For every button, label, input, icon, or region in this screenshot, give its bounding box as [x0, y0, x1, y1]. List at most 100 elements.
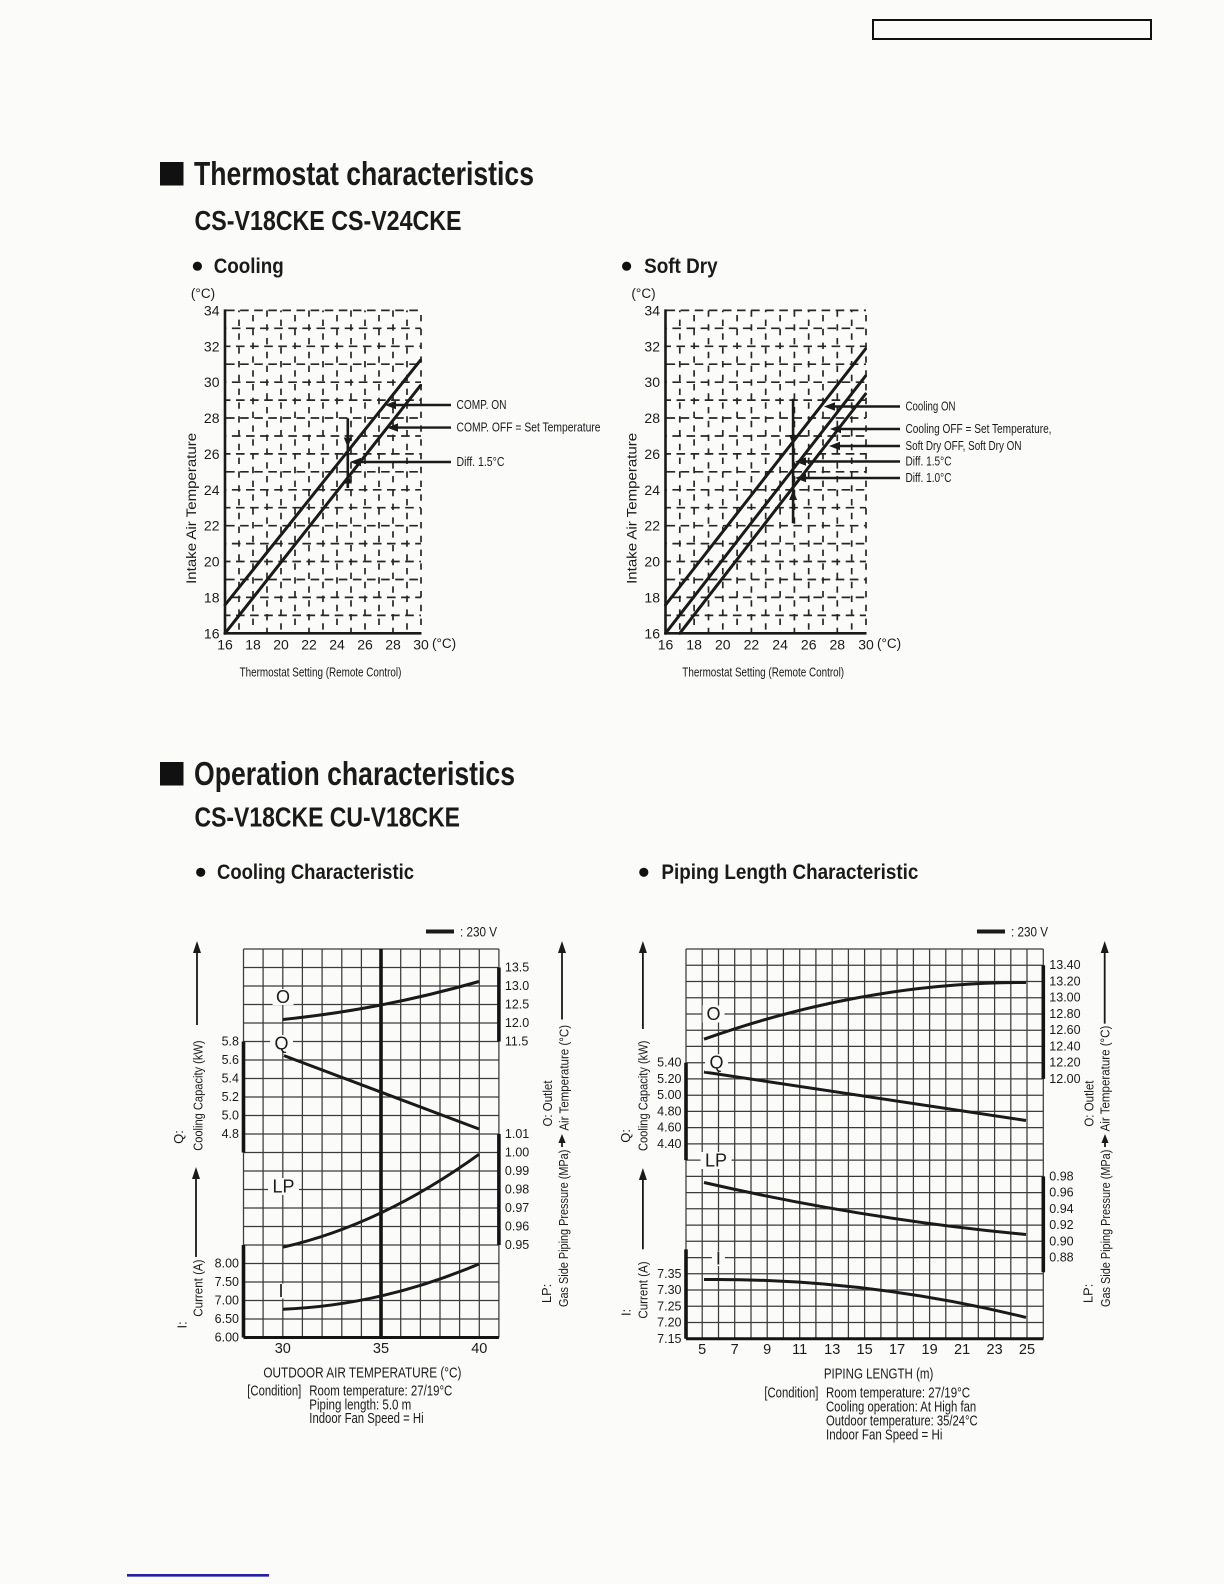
svg-text:13.5: 13.5 [505, 961, 529, 975]
svg-text:22: 22 [301, 637, 317, 653]
svg-text:Diff. 1.5°C: Diff. 1.5°C [457, 455, 505, 469]
svg-text:(°C): (°C) [432, 636, 456, 651]
svg-text:Diff. 1.0°C: Diff. 1.0°C [906, 471, 952, 485]
svg-text:[Condition]: [Condition] [247, 1383, 301, 1399]
svg-text:: 230 V: : 230 V [1011, 925, 1048, 940]
svg-text:Current (A): Current (A) [191, 1260, 206, 1317]
svg-text:11.5: 11.5 [505, 1035, 528, 1049]
svg-text:0.99: 0.99 [505, 1164, 529, 1178]
svg-text:25: 25 [1019, 1342, 1035, 1358]
svg-text:9: 9 [763, 1342, 771, 1358]
svg-text:16: 16 [644, 625, 660, 641]
svg-text:Air Temperature (°C): Air Temperature (°C) [1098, 1026, 1113, 1132]
svg-text:18: 18 [686, 637, 702, 653]
svg-text:26: 26 [357, 637, 373, 653]
svg-text:7: 7 [731, 1342, 739, 1358]
svg-text:24: 24 [772, 637, 788, 653]
svg-text:6.50: 6.50 [215, 1312, 239, 1326]
svg-text:Piping Length Characteristic: Piping Length Characteristic [661, 860, 918, 884]
svg-text:4.80: 4.80 [657, 1104, 681, 1118]
svg-text:35: 35 [373, 1341, 389, 1357]
svg-text:12.60: 12.60 [1049, 1023, 1080, 1037]
svg-text:26: 26 [204, 446, 220, 462]
svg-text:1.00: 1.00 [505, 1146, 529, 1160]
svg-text:Room temperature: 27/19°C: Room temperature: 27/19°C [309, 1383, 452, 1399]
svg-text:Cooling ON: Cooling ON [906, 400, 956, 414]
svg-text:Thermostat characteristics: Thermostat characteristics [194, 156, 534, 193]
svg-text:LP: LP [272, 1177, 294, 1197]
svg-text:5.00: 5.00 [657, 1088, 681, 1102]
svg-text:8.00: 8.00 [215, 1257, 239, 1271]
svg-text:24: 24 [644, 482, 660, 498]
svg-text:23: 23 [987, 1342, 1003, 1358]
svg-text:(°C): (°C) [191, 286, 215, 301]
svg-text:CS-V18CKE CU-V18CKE: CS-V18CKE CU-V18CKE [195, 802, 461, 833]
svg-text:5: 5 [698, 1342, 706, 1358]
svg-text:Gas Side Piping Pressure (MPa): Gas Side Piping Pressure (MPa) [556, 1150, 571, 1307]
svg-text:5.4: 5.4 [222, 1072, 239, 1086]
svg-text:22: 22 [204, 518, 220, 534]
svg-text:30: 30 [275, 1341, 291, 1357]
svg-text:7.25: 7.25 [657, 1299, 681, 1313]
svg-text:Cooling Characteristic: Cooling Characteristic [217, 860, 414, 884]
svg-text:13: 13 [824, 1342, 840, 1358]
svg-text:5.0: 5.0 [222, 1109, 239, 1123]
svg-text:0.94: 0.94 [1049, 1202, 1073, 1216]
svg-text:[Condition]: [Condition] [764, 1385, 818, 1401]
svg-text:28: 28 [644, 410, 660, 426]
svg-text:32: 32 [644, 338, 660, 354]
svg-text:7.00: 7.00 [215, 1294, 239, 1308]
svg-text:18: 18 [644, 589, 660, 605]
svg-text:CS-V18CKE CS-V24CKE: CS-V18CKE CS-V24CKE [195, 205, 462, 236]
svg-text:Intake Air Temperature: Intake Air Temperature [184, 433, 199, 584]
svg-text:30: 30 [413, 637, 429, 653]
svg-text:7.20: 7.20 [657, 1316, 681, 1330]
svg-text:7.15: 7.15 [657, 1332, 681, 1346]
svg-text:Outdoor temperature: 35/24°C: Outdoor temperature: 35/24°C [826, 1414, 978, 1430]
svg-text:(°C): (°C) [877, 636, 901, 651]
svg-text:LP:: LP: [1080, 1284, 1095, 1304]
svg-text:12.20: 12.20 [1049, 1056, 1080, 1070]
svg-text:24: 24 [204, 482, 220, 498]
svg-text:OUTDOOR AIR TEMPERATURE (°C): OUTDOOR AIR TEMPERATURE (°C) [263, 1365, 461, 1382]
svg-text:30: 30 [858, 637, 874, 653]
svg-text:18: 18 [245, 637, 261, 653]
svg-text:0.96: 0.96 [1049, 1186, 1073, 1200]
svg-text:12.00: 12.00 [1049, 1072, 1080, 1086]
svg-text:0.88: 0.88 [1049, 1251, 1073, 1265]
svg-text:11: 11 [792, 1342, 807, 1358]
svg-text:4.40: 4.40 [657, 1137, 681, 1151]
svg-text:I: I [278, 1281, 283, 1301]
svg-text:O: O [276, 987, 290, 1007]
svg-text:Cooling operation: At High fan: Cooling operation: At High fan [826, 1400, 976, 1416]
svg-text:0.98: 0.98 [1049, 1169, 1073, 1183]
svg-text:28: 28 [385, 637, 401, 653]
svg-text:Diff. 1.5°C: Diff. 1.5°C [906, 455, 952, 469]
svg-text:24: 24 [329, 637, 345, 653]
svg-text:15: 15 [857, 1342, 873, 1358]
svg-text:34: 34 [204, 302, 220, 318]
svg-text:32: 32 [204, 338, 220, 354]
svg-text:I:: I: [174, 1321, 189, 1328]
svg-text:Indoor Fan Speed = Hi: Indoor Fan Speed = Hi [309, 1411, 423, 1427]
svg-text:26: 26 [801, 637, 817, 653]
svg-text:34: 34 [644, 302, 660, 318]
svg-text:0.96: 0.96 [505, 1220, 529, 1234]
svg-text:Cooling Capacity (kW): Cooling Capacity (kW) [636, 1041, 651, 1151]
svg-text:19: 19 [922, 1342, 938, 1358]
svg-text:Gas Side Piping Pressure (MPa): Gas Side Piping Pressure (MPa) [1098, 1150, 1113, 1307]
svg-text:Q: Q [709, 1053, 723, 1073]
svg-text:22: 22 [644, 518, 660, 534]
svg-text:Room temperature: 27/19°C: Room temperature: 27/19°C [826, 1385, 970, 1401]
svg-text:O: O [706, 1004, 720, 1024]
svg-text:(°C): (°C) [631, 286, 655, 301]
svg-text:Current (A): Current (A) [636, 1261, 651, 1318]
svg-text:13.20: 13.20 [1049, 975, 1080, 989]
svg-text:28: 28 [830, 637, 846, 653]
svg-text:21: 21 [954, 1342, 970, 1358]
svg-text:Cooling OFF = Set Temperature,: Cooling OFF = Set Temperature, [906, 422, 1052, 436]
svg-text:0.97: 0.97 [505, 1201, 529, 1215]
svg-text:22: 22 [744, 637, 760, 653]
svg-text:4.60: 4.60 [657, 1121, 681, 1135]
svg-text:Thermostat Setting (Remote Con: Thermostat Setting (Remote Control) [240, 666, 402, 680]
